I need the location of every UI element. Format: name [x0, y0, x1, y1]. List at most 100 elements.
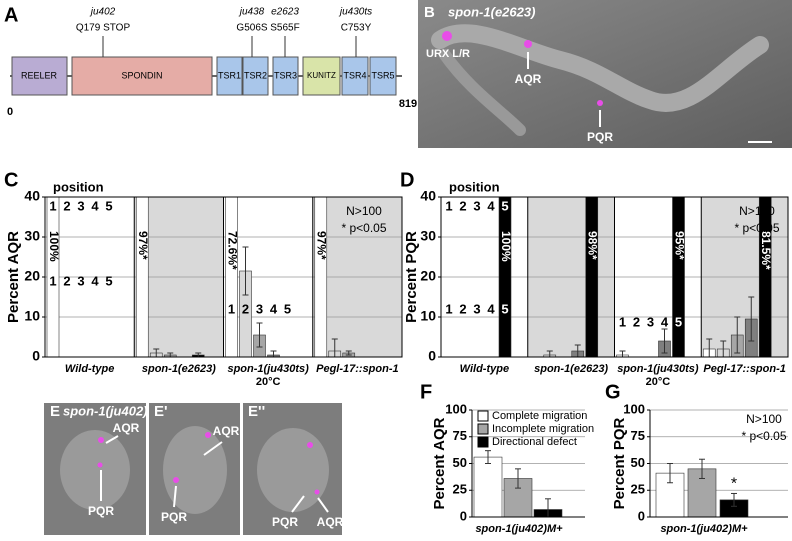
- position-label: 2: [459, 198, 466, 213]
- bar: [498, 197, 512, 357]
- panel-letter: E': [154, 403, 168, 420]
- embryo: [257, 428, 329, 512]
- panel-letter: G: [605, 381, 621, 403]
- allele: ju430ts: [338, 7, 372, 18]
- y-tick-label: 0: [638, 508, 645, 523]
- panel-title: spon-1(e2623): [448, 4, 535, 19]
- position-label: 2: [459, 301, 466, 316]
- error-bar: [546, 350, 553, 357]
- cell: [98, 437, 104, 443]
- position-label: 1: [49, 273, 56, 288]
- legend-label: Directional defect: [492, 436, 577, 448]
- position-label: 2: [633, 314, 640, 329]
- position-label: 2: [63, 273, 70, 288]
- position-label: 4: [91, 198, 99, 213]
- error-bar: [485, 450, 491, 464]
- allele: e2623: [271, 7, 299, 18]
- embryo: [163, 426, 227, 514]
- domain-label: SPONDIN: [121, 70, 162, 80]
- position-label: 5: [105, 273, 112, 288]
- y-tick-label: 25: [631, 482, 645, 497]
- position-label: 5: [501, 198, 508, 213]
- y-tick-label: 10: [420, 308, 436, 324]
- y-tick-label: 10: [24, 308, 40, 324]
- y-tick-label: 100: [623, 401, 645, 416]
- error-bar: [270, 350, 277, 357]
- mutation: S565F: [270, 23, 299, 34]
- panel-e: E spon-1(ju402) E' E'' AQR PQR AQR PQR A…: [44, 403, 344, 535]
- position-label: 1: [619, 314, 626, 329]
- position-label: 3: [256, 301, 263, 316]
- legend-swatch: [477, 423, 489, 435]
- y-tick-label: 0: [32, 348, 40, 364]
- legend-swatch: [477, 410, 489, 422]
- error-bar: [331, 338, 338, 357]
- cell: [524, 40, 532, 48]
- y-tick-label: 30: [24, 228, 40, 244]
- bar: [758, 197, 772, 357]
- cell-label: PQR: [272, 515, 298, 529]
- cell-label: AQR: [213, 424, 240, 438]
- annotation: * p<0.05: [741, 429, 786, 443]
- error-bar: [242, 246, 249, 296]
- significance-mark: *: [731, 476, 737, 493]
- category-note: 20°C: [256, 376, 281, 388]
- position-label: 1: [445, 301, 452, 316]
- y-tick-label: 0: [428, 348, 436, 364]
- x-tick-label: spon-1(e2623): [142, 363, 216, 375]
- annotation: N>100: [346, 204, 382, 218]
- category-note: 20°C: [646, 376, 671, 388]
- panel-letter: C: [4, 169, 18, 191]
- panel-title: spon-1(ju402): [63, 403, 148, 418]
- bar: [672, 197, 685, 357]
- domain-label: TSR4: [343, 70, 366, 80]
- annotation: N>100: [739, 204, 775, 218]
- position-label: 1: [228, 301, 235, 316]
- x-tick-label: spon-1(e2623): [534, 363, 608, 375]
- value-label: 72.6%*: [225, 231, 239, 270]
- position-label: 5: [284, 301, 291, 316]
- error-bar: [731, 492, 737, 507]
- cell-label: PQR: [587, 130, 613, 144]
- y-tick-label: 20: [420, 268, 436, 284]
- panel-letter: B: [424, 4, 435, 21]
- domain: [272, 56, 299, 96]
- mutation: Q179 STOP: [76, 23, 131, 34]
- x-tick-label: Wild-type: [65, 363, 114, 375]
- domain-label: TSR5: [371, 70, 394, 80]
- error-bar: [195, 352, 202, 357]
- y-tick-label: 20: [24, 268, 40, 284]
- arrow: [317, 497, 329, 513]
- x-tick-label: Pegl-17::spon-1: [703, 363, 786, 375]
- x-tick-label: spon-1(ju430ts): [617, 363, 699, 375]
- worm: [431, 24, 769, 112]
- y-tick-label: 75: [453, 428, 467, 443]
- position-label: 3: [77, 198, 84, 213]
- domain: [369, 56, 397, 96]
- value-label: 81.5%*: [759, 231, 773, 270]
- value-label: 95%*: [672, 231, 686, 260]
- panel-letter: E: [50, 403, 60, 420]
- y-tick-label: 40: [420, 188, 436, 204]
- cell: [205, 432, 211, 438]
- annotation: * p<0.05: [341, 221, 386, 235]
- y-axis-title: Percent PQR: [611, 417, 628, 509]
- error-bar: [619, 350, 626, 357]
- domain-label: TSR3: [274, 70, 297, 80]
- y-tick-label: 50: [453, 455, 467, 470]
- y-tick-label: 75: [631, 428, 645, 443]
- bar: [473, 456, 503, 517]
- cell: [314, 489, 320, 495]
- domain: [216, 56, 243, 96]
- position-label: 3: [647, 314, 654, 329]
- domain-label: KUNITZ: [307, 71, 336, 80]
- error-bar: [345, 350, 352, 356]
- domain-label: TSR1: [218, 70, 241, 80]
- x-tick-label: Wild-type: [460, 363, 509, 375]
- error-bar: [667, 463, 673, 484]
- panel-a: A REELER SPONDIN TSR1 TSR2 TSR3 KUNITZ T…: [4, 4, 417, 118]
- value-label: 97%*: [315, 231, 329, 260]
- y-axis-title: Percent PQR: [403, 231, 420, 323]
- x-title: position: [53, 179, 104, 194]
